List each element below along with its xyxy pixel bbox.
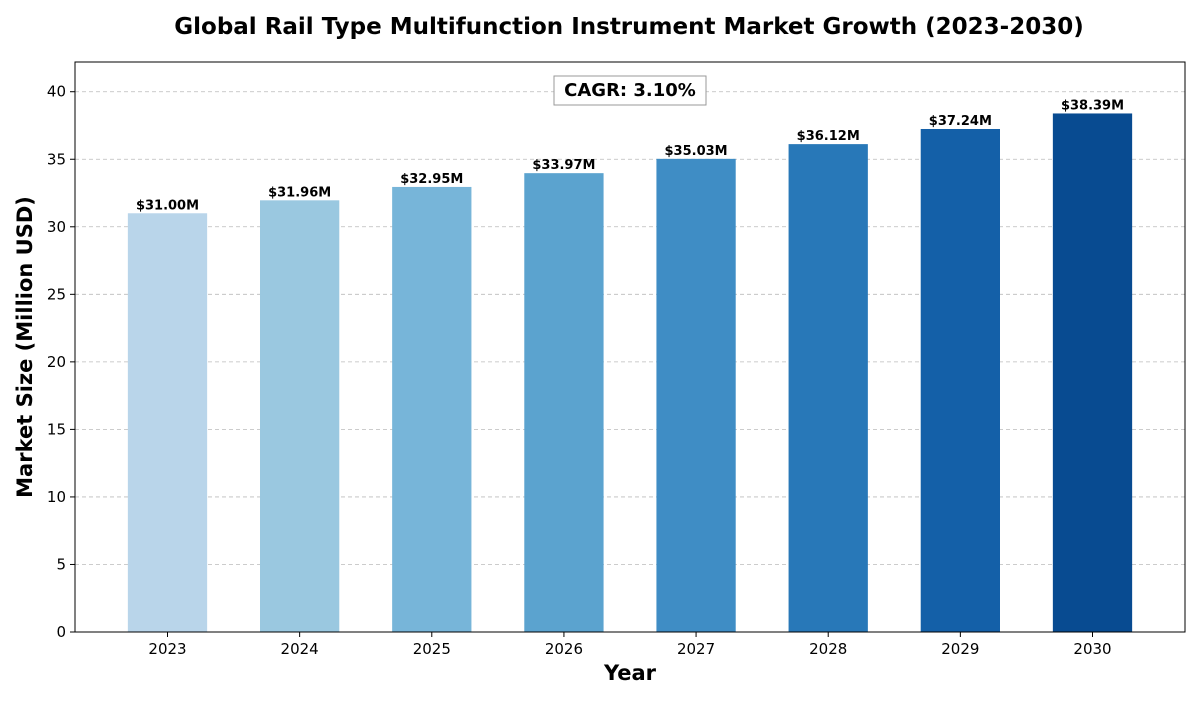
cagr-annotation-border — [553, 75, 707, 106]
y-tick-label-35: 35 — [47, 150, 66, 168]
bar-2029 — [920, 128, 1000, 633]
y-tick-label-25: 25 — [47, 285, 66, 303]
x-tick-label-2027: 2027 — [677, 640, 715, 658]
bars — [127, 113, 1133, 633]
bar-data-labels: $31.00M $31.96M $32.95M $33.97M $35.03M $36.1… — [136, 98, 1124, 213]
y-tick-label-30: 30 — [47, 218, 66, 236]
plot-area-frame — [74, 61, 1186, 633]
bar-2028 — [788, 144, 868, 632]
x-tick-label-2028: 2028 — [809, 640, 847, 658]
bar-value-label-2026: $33.97M — [532, 158, 595, 173]
x-tick-label-2023: 2023 — [148, 640, 186, 658]
bar-2023 — [127, 213, 208, 633]
y-tick-label-20: 20 — [47, 353, 66, 371]
y-tick-label-40: 40 — [47, 83, 66, 101]
bar-value-label-2029: $37.24M — [929, 114, 992, 129]
grid-lines — [75, 91, 1185, 565]
x-tick-label-2030: 2030 — [1073, 640, 1111, 658]
bar-value-label-2024: $31.96M — [268, 185, 331, 200]
bar-value-label-2023: $31.00M — [136, 198, 199, 213]
cagr-annotation: CAGR: 3.10% — [564, 80, 696, 101]
x-tick-label-2024: 2024 — [281, 640, 319, 658]
y-axis-title: Market Size (Million USD) — [13, 196, 37, 498]
y-tick-label-10: 10 — [47, 488, 66, 506]
x-axis-title: Year — [603, 661, 657, 685]
bar-2026 — [524, 173, 604, 632]
bar-2025 — [392, 186, 472, 632]
bar-2027 — [656, 158, 736, 632]
y-tick-label-15: 15 — [47, 420, 66, 438]
cagr-annotation-box: CAGR: 3.10% — [553, 75, 707, 106]
y-tick-label-0: 0 — [56, 623, 66, 641]
x-axis-ticks: 2023 2024 2025 2026 2027 2028 2029 2030 — [148, 632, 1112, 658]
bar-2024 — [260, 200, 340, 632]
y-tick-label-5: 5 — [56, 555, 66, 573]
bar-value-label-2030: $38.39M — [1061, 98, 1124, 113]
x-tick-label-2026: 2026 — [545, 640, 583, 658]
chart-title: Global Rail Type Multifunction Instrumen… — [174, 14, 1084, 40]
bar-value-label-2025: $32.95M — [400, 172, 463, 187]
bar-value-label-2028: $36.12M — [797, 129, 860, 144]
bar-value-label-2027: $35.03M — [665, 144, 728, 159]
y-axis-ticks: 0 5 10 15 20 25 30 35 40 — [47, 83, 75, 641]
x-tick-label-2025: 2025 — [413, 640, 451, 658]
bar-2030 — [1052, 113, 1133, 632]
x-tick-label-2029: 2029 — [941, 640, 979, 658]
